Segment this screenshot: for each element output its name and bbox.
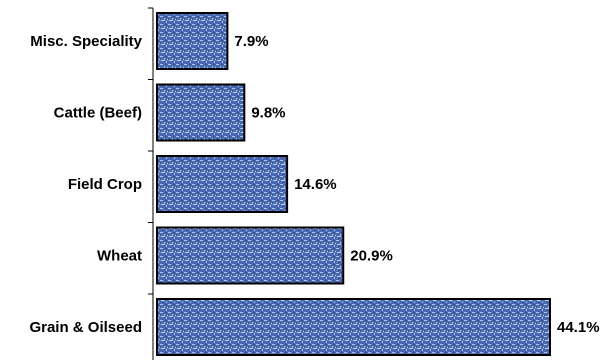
- bar: [156, 298, 551, 356]
- y-axis-ticks: [148, 7, 153, 295]
- bar-series: [156, 12, 551, 356]
- value-label: 7.9%: [234, 33, 268, 50]
- value-label: 20.9%: [350, 248, 393, 265]
- bar: [156, 155, 289, 213]
- category-labels: Misc. Speciality Cattle (Beef) Field Crop W…: [29, 33, 142, 336]
- value-label: 14.6%: [294, 176, 337, 193]
- category-label: Cattle (Beef): [54, 105, 142, 122]
- bar: [156, 12, 229, 70]
- category-label: Field Crop: [68, 176, 142, 193]
- bar: [156, 226, 345, 285]
- value-label: 44.1%: [557, 319, 600, 336]
- value-labels: 7.9% 9.8% 14.6% 20.9% 44.1%: [234, 33, 599, 336]
- value-label: 9.8%: [251, 105, 285, 122]
- category-label: Grain & Oilseed: [29, 319, 142, 336]
- category-label: Wheat: [97, 248, 142, 265]
- bar: [156, 83, 246, 142]
- category-label: Misc. Speciality: [30, 33, 142, 50]
